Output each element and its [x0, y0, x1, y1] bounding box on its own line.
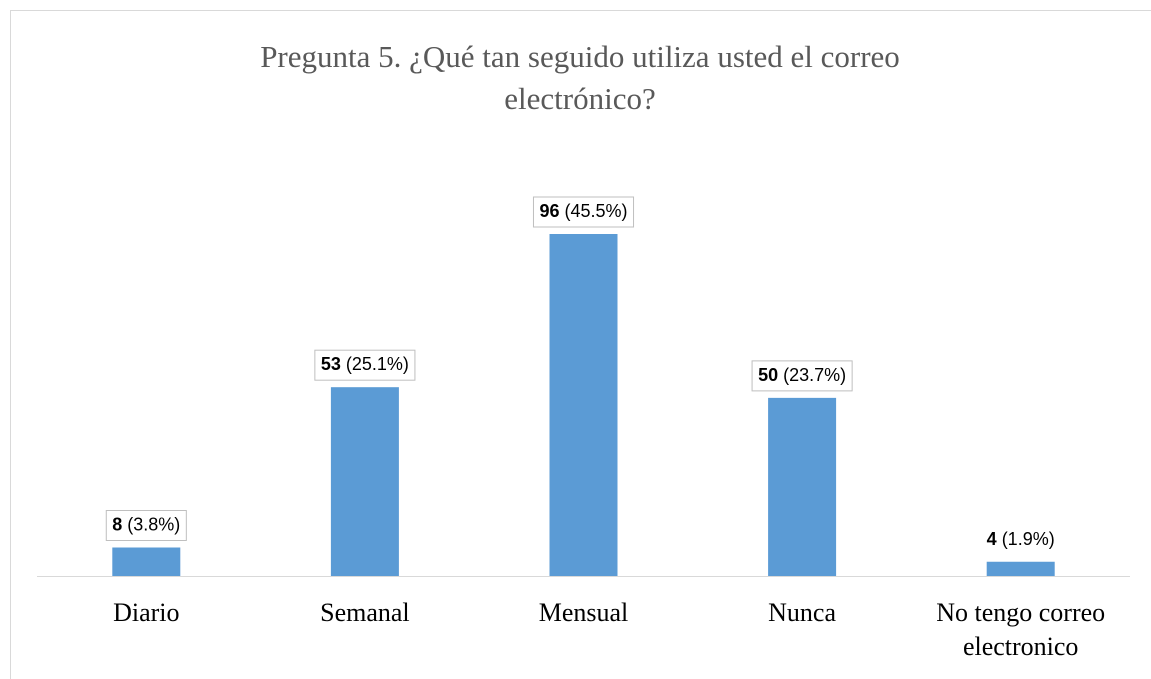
data-label-box [532, 196, 635, 228]
data-label-percent: (1.9%) [997, 529, 1055, 549]
x-tick-label: Semanal [320, 598, 410, 627]
data-label-box [105, 510, 187, 541]
data-label-count: 8 [112, 514, 122, 534]
data-label-count: 50 [758, 365, 778, 385]
bar [768, 397, 837, 576]
data-label-percent: (25.1%) [341, 354, 409, 374]
x-tick-label: Nunca [768, 598, 837, 627]
data-label: 4 (1.9%) [987, 529, 1055, 549]
x-tick-label: No tengo correo electronico [936, 598, 1106, 661]
data-label: 50 (23.7%) [758, 365, 846, 385]
data-label-percent: (3.8%) [122, 514, 180, 534]
data-label: 53 (25.1%) [321, 354, 409, 374]
data-label: 8 (3.8%) [112, 514, 180, 534]
x-tick-label: Mensual [538, 598, 629, 627]
data-label-percent: (23.7%) [778, 365, 846, 385]
data-label-percent: (45.5%) [560, 201, 628, 221]
bar [330, 387, 399, 576]
bar [549, 234, 618, 576]
bar [112, 547, 181, 576]
data-label-count: 4 [987, 529, 997, 549]
x-tick-label: Diario [113, 598, 180, 627]
bar [986, 561, 1055, 576]
data-label-box [980, 524, 1061, 555]
data-label-count: 53 [321, 354, 341, 374]
data-label-box [314, 349, 416, 381]
chart-border [10, 10, 1151, 679]
data-label: 96 (45.5%) [539, 201, 627, 221]
data-label-count: 96 [539, 201, 559, 221]
chart-title: Pregunta 5. ¿Qué tan seguido utiliza ust… [260, 39, 900, 116]
data-label-box [751, 360, 853, 392]
